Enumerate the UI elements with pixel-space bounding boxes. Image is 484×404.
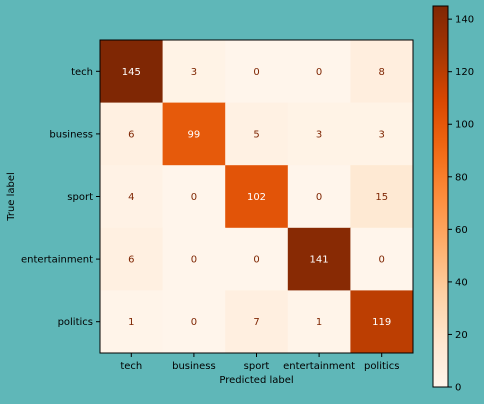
cell-value-label: 3 (316, 129, 322, 140)
colorbar (432, 5, 449, 388)
cell-value-label: 0 (191, 255, 197, 266)
x-axis-label: Predicted label (219, 375, 293, 386)
heatmap-cell (225, 165, 289, 229)
heatmap-cell (100, 227, 164, 291)
cell-value-label: 0 (191, 192, 197, 203)
heatmap-cell (162, 40, 226, 104)
colorbar-tick-label: 20 (455, 330, 468, 341)
cell-value-label: 5 (253, 129, 259, 140)
cell-value-label: 3 (191, 67, 197, 78)
x-tick-label: tech (120, 361, 142, 372)
heatmap-cell (225, 290, 289, 354)
heatmap-cell (225, 227, 289, 291)
y-tick-label: entertainment (21, 255, 93, 266)
cell-value-label: 1 (128, 317, 134, 328)
heatmap-cell (350, 290, 414, 354)
colorbar-tick-label: 100 (455, 120, 474, 131)
cell-value-label: 3 (379, 129, 385, 140)
cell-value-label: 4 (128, 192, 134, 203)
heatmap-cell (287, 165, 351, 229)
cell-value-label: 6 (128, 255, 134, 266)
cell-value-label: 0 (316, 192, 322, 203)
colorbar-tick-label: 140 (455, 15, 474, 26)
cell-value-label: 102 (247, 192, 266, 203)
colorbar-tick-label: 40 (455, 277, 468, 288)
cell-value-label: 1 (316, 317, 322, 328)
x-tick-label: entertainment (283, 361, 355, 372)
y-tick-label: sport (67, 192, 93, 203)
heatmap-cell (100, 165, 164, 229)
cell-value-label: 0 (253, 255, 259, 266)
x-tick-label: business (172, 361, 216, 372)
heatmap-cell (162, 227, 226, 291)
y-axis-label: True label (6, 172, 17, 222)
cell-value-label: 0 (191, 317, 197, 328)
cell-value-label: 0 (253, 67, 259, 78)
cell-value-label: 6 (128, 129, 134, 140)
heatmap-cell (287, 102, 351, 166)
heatmap-cell (350, 102, 414, 166)
colorbar-tick-label: 80 (455, 172, 468, 183)
heatmap-cell (225, 102, 289, 166)
x-tick-label: politics (364, 361, 399, 372)
heatmap-cell (162, 102, 226, 166)
cell-value-label: 141 (310, 255, 329, 266)
y-tick-label: business (49, 129, 93, 140)
y-tick-label: tech (71, 67, 93, 78)
cell-value-label: 0 (316, 67, 322, 78)
heatmap-cell (100, 102, 164, 166)
heatmap-cell (350, 227, 414, 291)
heatmap-cell (350, 165, 414, 229)
heatmap-cell (162, 290, 226, 354)
colorbar-tick-label: 0 (455, 383, 461, 394)
cell-value-labels: 145 3 0 0 8 6 99 5 3 3 4 0 102 0 15 6 0 0 141 0 1 0 7 1 119 (122, 67, 391, 328)
x-axis-ticks: tech business sport entertainment politics (120, 353, 399, 372)
heatmap-cell (287, 40, 351, 104)
cell-value-label: 15 (375, 192, 388, 203)
heatmap-cells (100, 40, 414, 354)
cell-value-label: 99 (188, 129, 201, 140)
heatmap-cell (350, 40, 414, 104)
colorbar-tick-label: 60 (455, 225, 468, 236)
colorbar-tick-label: 120 (455, 67, 474, 78)
cell-value-label: 7 (253, 317, 259, 328)
cell-value-label: 8 (379, 67, 385, 78)
heatmap-cell (100, 290, 164, 354)
y-tick-label: politics (58, 317, 93, 328)
y-axis-ticks: tech business sport entertainment politics (21, 67, 100, 328)
cell-value-label: 145 (122, 67, 141, 78)
cell-value-label: 119 (372, 317, 391, 328)
heatmap-cell (287, 290, 351, 354)
heatmap-cell (162, 165, 226, 229)
heatmap-cell (100, 40, 164, 104)
heatmap-cell (287, 227, 351, 291)
colorbar-ticks: 0 20 40 60 80 100 120 140 (448, 15, 474, 394)
x-tick-label: sport (244, 361, 270, 372)
cell-value-label: 0 (379, 255, 385, 266)
heatmap-cell (225, 40, 289, 104)
